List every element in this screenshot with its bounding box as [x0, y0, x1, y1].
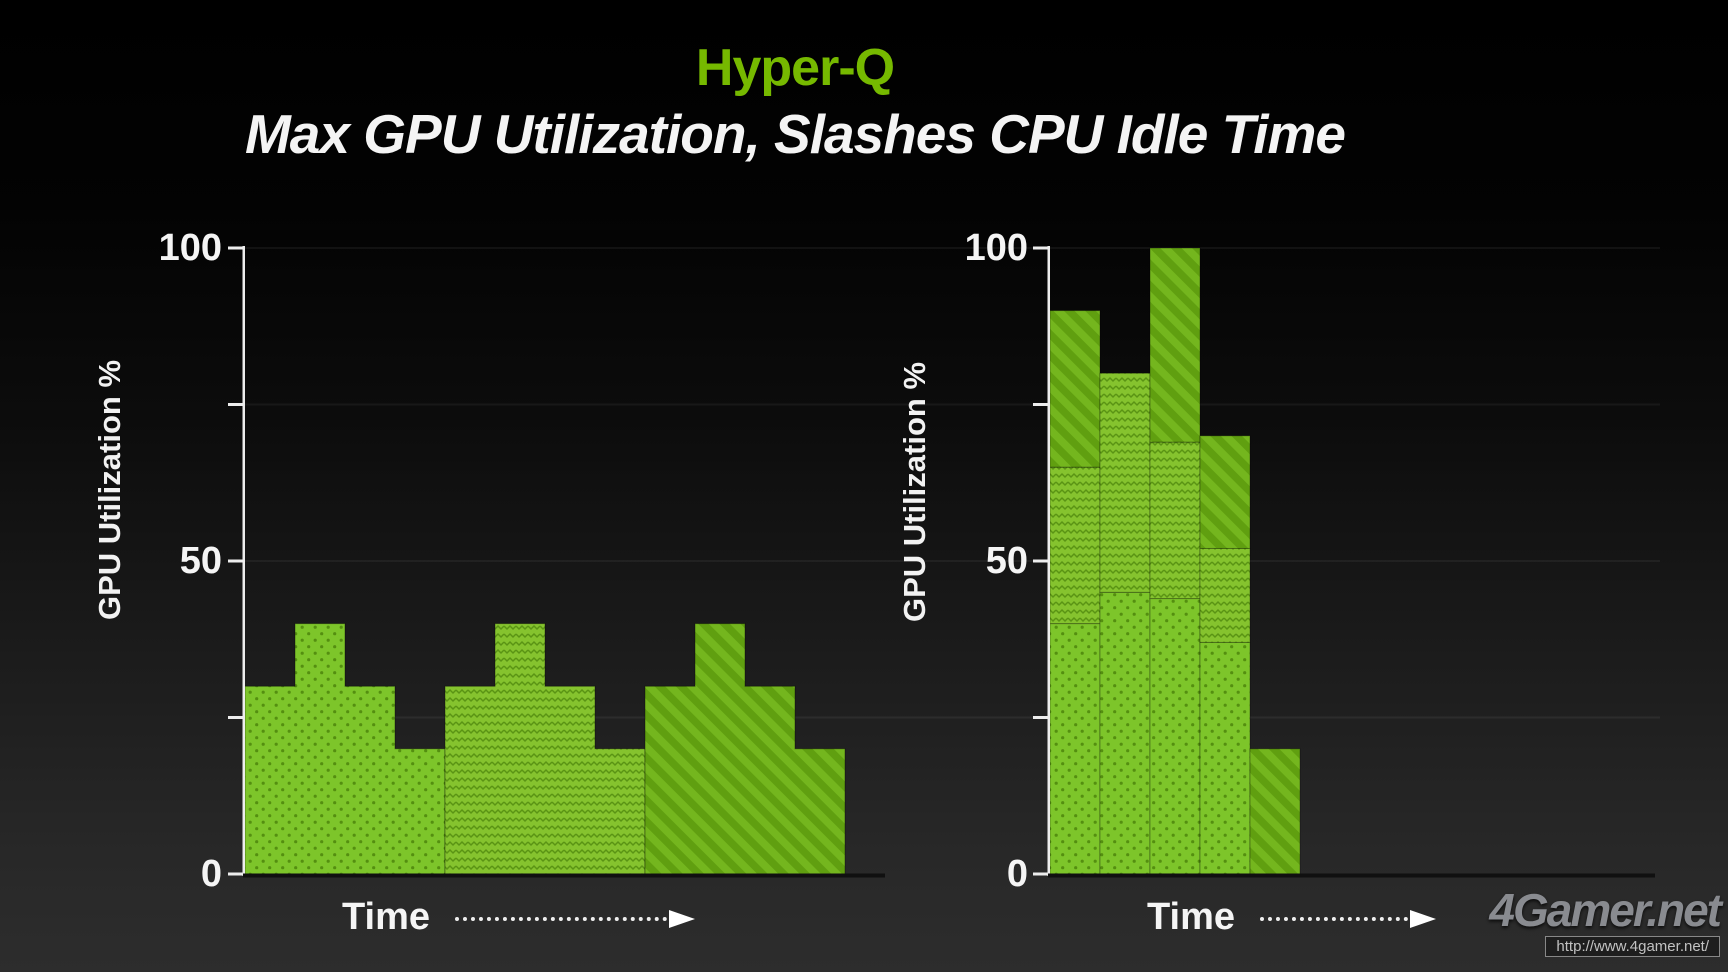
left-ytick-0: 0 [200, 853, 222, 895]
stacked-bar-2-segment-waves [1149, 441, 1201, 600]
stacked-bar-0-segment-dots [1049, 623, 1101, 875]
watermark-url: http://www.4gamer.net/ [1545, 936, 1720, 957]
chart-axes [228, 246, 1655, 878]
serial-section-process-2 [444, 623, 646, 875]
stacked-bar-4-segment-stripes [1249, 748, 1301, 875]
stacked-bar-0-segment-stripes [1049, 310, 1101, 468]
left-x-axis-label: Time [342, 896, 431, 938]
right-time-arrow [1260, 910, 1436, 928]
watermark: 4Gamer.net http://www.4gamer.net/ [1489, 884, 1722, 957]
stacked-bar-1-segment-waves [1099, 372, 1151, 593]
chart-bars [244, 247, 1301, 875]
right-x-axis-label: Time [1147, 896, 1236, 938]
stacked-bar-2-segment-stripes [1149, 247, 1201, 443]
left-time-arrow [455, 910, 695, 928]
serial-section-process-3 [644, 623, 846, 875]
right-time-arrowhead-icon [1410, 910, 1436, 928]
stacked-bar-3-segment-waves [1199, 547, 1251, 643]
page-subtitle: Max GPU Utilization, Slashes CPU Idle Ti… [244, 103, 1346, 165]
right-ytick-50: 50 [985, 540, 1028, 582]
stacked-bar-0-segment-waves [1049, 466, 1101, 625]
gridlines [245, 247, 1660, 719]
left-ytick-100: 100 [158, 227, 222, 269]
left-time-arrowhead-icon [669, 910, 695, 928]
right-ytick-0: 0 [1006, 853, 1028, 895]
left-y-axis-label: GPU Utilization % [92, 359, 127, 621]
right-ytick-100: 100 [964, 227, 1028, 269]
watermark-logo: 4Gamer.net [1489, 884, 1722, 936]
left-time-arrow-dots [455, 917, 667, 921]
serial-section-process-1 [244, 623, 446, 875]
right-time-arrow-dots [1260, 917, 1408, 921]
page-title: Hyper-Q [695, 39, 895, 97]
right-y-axis-label: GPU Utilization % [897, 361, 932, 623]
slide-header: Hyper-Q Max GPU Utilization, Slashes CPU… [0, 0, 1590, 166]
stacked-bar-3-segment-dots [1199, 641, 1251, 875]
left-ytick-50: 50 [179, 540, 222, 582]
stacked-bar-2-segment-dots [1149, 598, 1201, 875]
stacked-bar-1-segment-dots [1099, 591, 1151, 875]
stacked-bar-3-segment-stripes [1199, 435, 1251, 549]
